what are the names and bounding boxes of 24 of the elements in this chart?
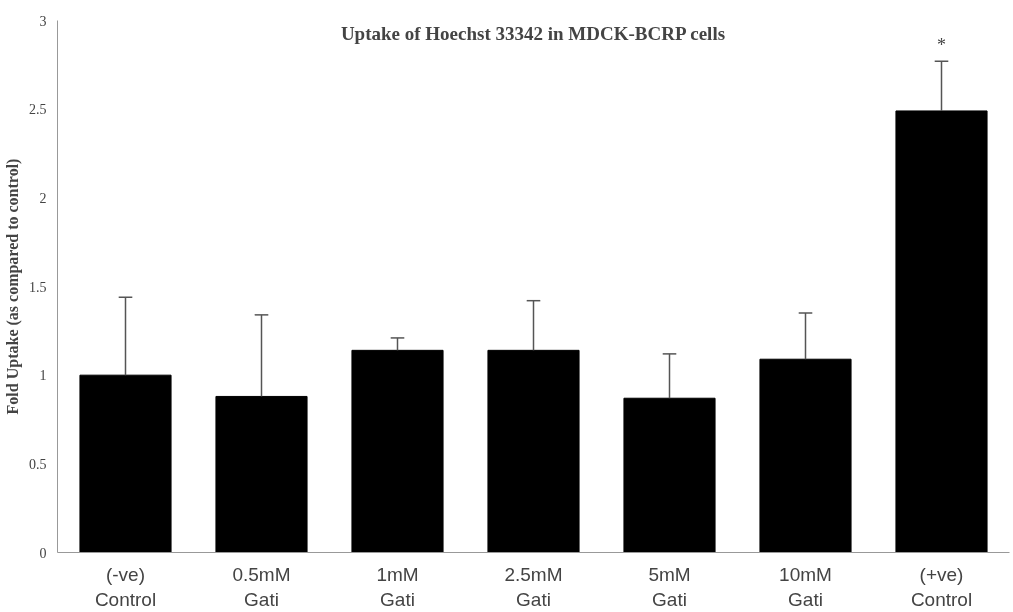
x-tick-label: 10mM Gati: [779, 563, 832, 610]
bar: [79, 374, 172, 553]
x-tick-label: (+ve) Control: [910, 563, 973, 610]
x-tick-label: 0.5mM Gati: [232, 563, 291, 610]
x-tick-label: 1mM Gati: [376, 563, 419, 610]
x-tick-label: 2.5mM Gati: [504, 563, 563, 610]
y-tick-label: 3: [39, 13, 47, 29]
y-tick-label: 1.5: [29, 279, 47, 295]
bar: [759, 358, 852, 553]
annotation: *: [937, 34, 946, 55]
y-tick-label: 0: [39, 545, 47, 561]
y-tick-label: 2: [39, 190, 47, 206]
bar: [351, 349, 444, 553]
y-tick-label: 2.5: [29, 102, 47, 118]
y-tick-label: 0.5: [29, 456, 47, 472]
y-axis-title: Fold Uptake (as compared to control): [4, 158, 22, 415]
x-tick-label: (-ve) Control: [94, 563, 157, 610]
y-tick-label: 1: [39, 368, 47, 384]
chart-title: Uptake of Hoechst 33342 in MDCK-BCRP cells: [340, 22, 726, 44]
bar: [623, 397, 716, 553]
bar: [487, 349, 580, 553]
bar: [215, 395, 308, 553]
bar: [895, 110, 988, 553]
x-tick-label: 5mM Gati: [648, 563, 691, 610]
